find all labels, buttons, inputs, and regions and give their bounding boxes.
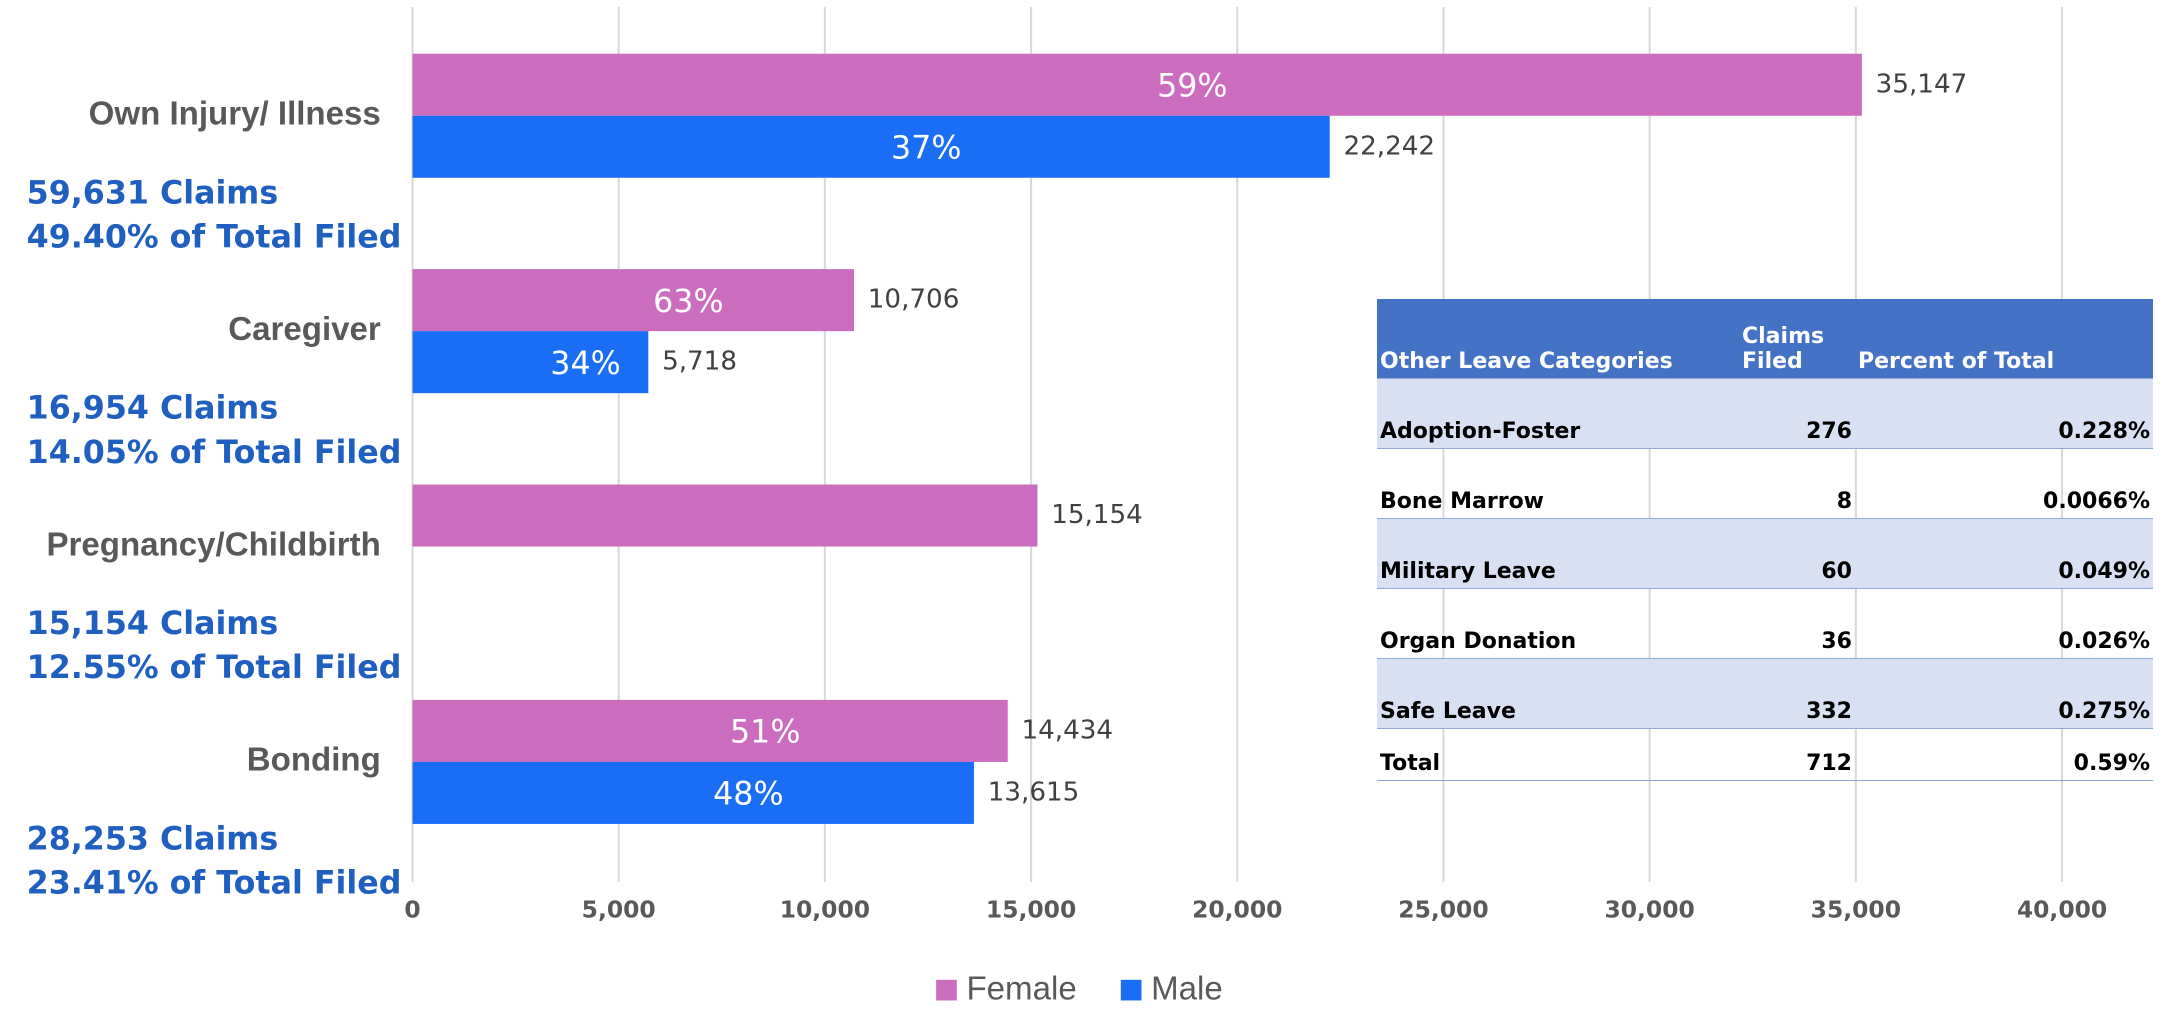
x-tick-label: 25,000 — [1398, 895, 1488, 923]
table-cell: Bone Marrow — [1377, 448, 1739, 519]
inner-label: 48% — [713, 777, 783, 813]
category-label: Bonding — [247, 742, 381, 779]
value-label: 13,615 — [988, 777, 1080, 807]
bar — [412, 53, 1862, 116]
table-cell: 0.026% — [1855, 588, 2153, 659]
category-note: 14.05% of Total Filed — [27, 435, 402, 471]
table-cell: Total — [1377, 728, 1739, 781]
legend-swatch — [936, 979, 957, 1001]
table-row: Bone Marrow 8 0.0066% — [1377, 448, 2153, 519]
value-label: 15,154 — [1051, 500, 1143, 530]
legend-swatch — [1120, 979, 1142, 1001]
legend-label: Male — [1151, 971, 1223, 1008]
table-cell: 8 — [1739, 448, 1855, 519]
category-note: 16,954 Claims — [27, 391, 279, 427]
category-label: Caregiver — [228, 311, 381, 348]
x-tick-label: 35,000 — [1811, 895, 1901, 923]
bar — [412, 115, 1330, 178]
header-cell: Percent of Total — [1855, 299, 2153, 379]
x-tick-label: 10,000 — [780, 895, 870, 923]
x-tick-label: 0 — [404, 895, 420, 923]
table-cell: 0.049% — [1855, 518, 2153, 589]
header-cell: Other Leave Categories — [1377, 299, 1739, 379]
table-cell: Safe Leave — [1377, 658, 1739, 729]
table-row: Adoption-Foster 276 0.228% — [1377, 378, 2153, 449]
table-cell: 36 — [1739, 588, 1855, 659]
x-tick-label: 40,000 — [2017, 895, 2107, 923]
bar — [412, 269, 854, 332]
category-note: 23.41% of Total Filed — [27, 866, 402, 902]
table-cell: Adoption-Foster — [1377, 378, 1739, 449]
category-label: Own Injury/ Illness — [89, 95, 381, 132]
bar — [412, 699, 1008, 762]
table-cell: Organ Donation — [1377, 588, 1739, 659]
inner-label: 34% — [550, 346, 620, 382]
value-label: 22,242 — [1343, 131, 1435, 161]
header-cell: Claims Filed — [1739, 299, 1855, 379]
x-tick-label: 20,000 — [1192, 895, 1282, 923]
header-row: Other Leave Categories Claims Filed Percen… — [1377, 299, 2153, 379]
category-note: 49.40% of Total Filed — [27, 219, 402, 255]
other-leave-table: Other Leave Categories Claims Filed Percen… — [1377, 299, 2153, 781]
table-cell: 276 — [1739, 378, 1855, 449]
value-label: 5,718 — [662, 347, 737, 377]
category-note: 15,154 Claims — [27, 606, 279, 642]
bar — [412, 484, 1038, 547]
table-row: Total 712 0.59% — [1377, 728, 2153, 781]
category-note: 59,631 Claims — [27, 175, 279, 211]
bar — [412, 331, 649, 394]
table-row: Safe Leave 332 0.275% — [1377, 658, 2153, 729]
inner-label: 51% — [730, 715, 800, 751]
table-cell: 60 — [1739, 518, 1855, 589]
value-label: 35,147 — [1876, 69, 1968, 99]
category-note: 12.55% of Total Filed — [27, 650, 402, 686]
table-cell: 0.275% — [1855, 658, 2153, 729]
value-label: 10,706 — [868, 285, 960, 315]
legend-label: Female — [966, 971, 1076, 1008]
table-cell: 332 — [1739, 658, 1855, 729]
table-cell: Military Leave — [1377, 518, 1739, 589]
table-row: Military Leave 60 0.049% — [1377, 518, 2153, 589]
table-row: Organ Donation 36 0.026% — [1377, 588, 2153, 659]
x-tick-label: 15,000 — [986, 895, 1076, 923]
table-cell: 0.228% — [1855, 378, 2153, 449]
inner-label: 37% — [891, 131, 961, 167]
category-note: 28,253 Claims — [27, 821, 279, 857]
x-tick-label: 5,000 — [582, 895, 656, 923]
table-cell: 712 — [1739, 728, 1855, 781]
x-tick-label: 30,000 — [1604, 895, 1694, 923]
table-cell: 0.59% — [1855, 728, 2153, 781]
inner-label: 59% — [1157, 69, 1227, 105]
value-label: 14,434 — [1022, 715, 1114, 745]
category-label: Pregnancy/Childbirth — [46, 526, 380, 563]
bar — [412, 761, 974, 824]
table-cell: 0.0066% — [1855, 448, 2153, 519]
inner-label: 63% — [653, 284, 723, 320]
